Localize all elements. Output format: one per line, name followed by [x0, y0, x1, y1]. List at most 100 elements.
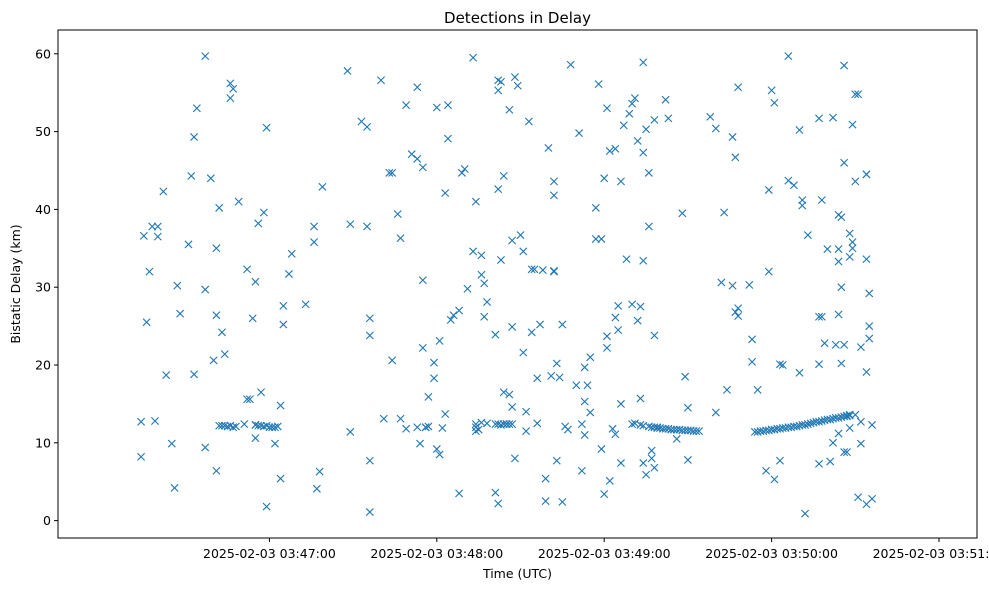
data-point [770, 475, 779, 484]
data-point [184, 240, 193, 249]
data-point [449, 311, 458, 320]
data-point [287, 249, 296, 258]
data-point [159, 187, 168, 196]
data-point [477, 251, 486, 260]
data-point [642, 125, 651, 134]
data-point [480, 279, 489, 288]
data-point [575, 129, 584, 138]
data-point [527, 328, 536, 337]
data-point [597, 234, 606, 243]
data-point [499, 388, 508, 397]
data-point [734, 311, 743, 320]
data-point [167, 439, 176, 448]
data-point [240, 420, 249, 429]
data-point [220, 350, 229, 359]
data-point [558, 320, 567, 329]
data-point [190, 370, 199, 379]
data-point [803, 231, 812, 240]
data-point [678, 209, 687, 218]
data-point [388, 168, 397, 177]
data-point [483, 297, 492, 306]
data-point [215, 203, 224, 212]
data-point [644, 168, 653, 177]
data-point [301, 300, 310, 309]
data-point [432, 445, 441, 454]
data-point [817, 196, 826, 205]
data-point [446, 315, 455, 324]
data-point [614, 326, 623, 334]
data-point [343, 66, 352, 75]
data-point [254, 219, 263, 228]
data-point [270, 439, 279, 448]
data-point [801, 509, 810, 518]
data-point [619, 121, 628, 130]
data-point [413, 154, 422, 163]
data-point [628, 99, 637, 108]
data-point [201, 285, 210, 294]
data-point [530, 265, 539, 274]
data-point [669, 425, 678, 434]
data-point [494, 86, 503, 95]
data-point [854, 90, 863, 99]
data-point [745, 280, 754, 289]
data-point [720, 208, 729, 217]
data-point [430, 374, 438, 383]
y-tick-label: 10 [35, 435, 51, 450]
data-point [611, 430, 620, 439]
data-point [527, 265, 536, 274]
data-point [483, 419, 492, 428]
data-point [762, 466, 771, 475]
data-point [443, 134, 452, 143]
y-tick-label: 60 [35, 46, 51, 61]
data-point [650, 463, 659, 472]
data-point [229, 423, 238, 432]
data-point [524, 117, 533, 126]
data-point [499, 420, 508, 429]
data-point [424, 422, 433, 431]
data-point [817, 312, 826, 321]
data-point [496, 255, 505, 264]
data-point [868, 494, 877, 503]
data-point [628, 300, 637, 309]
data-point [226, 79, 235, 88]
data-point [538, 266, 547, 275]
data-point [510, 454, 519, 463]
data-point [577, 420, 586, 429]
data-point [212, 311, 221, 320]
data-point [848, 244, 857, 253]
data-point [667, 425, 676, 434]
data-point [413, 423, 422, 432]
data-point [251, 434, 260, 443]
data-point [728, 281, 737, 290]
data-point [508, 322, 517, 331]
data-point [795, 368, 804, 377]
data-point [259, 208, 268, 217]
data-point [650, 115, 659, 124]
data-point [455, 306, 464, 315]
data-point [770, 98, 779, 107]
data-point [837, 213, 846, 222]
data-point [457, 168, 466, 177]
data-point [153, 222, 162, 231]
data-point [234, 197, 243, 206]
data-point [767, 86, 776, 95]
data-point [580, 431, 589, 440]
data-point [837, 283, 846, 292]
data-point [407, 150, 416, 159]
data-point [692, 427, 701, 436]
data-point [363, 222, 372, 231]
data-point [217, 328, 226, 337]
data-point [192, 104, 201, 113]
data-point [315, 467, 324, 476]
data-point [276, 474, 285, 483]
data-point [491, 488, 500, 497]
data-point [616, 459, 625, 468]
data-point [851, 410, 860, 419]
data-point [661, 95, 670, 104]
data-point [795, 126, 804, 135]
data-point [220, 421, 229, 430]
y-tick-label: 30 [35, 280, 51, 295]
data-point [848, 238, 857, 247]
data-point [555, 373, 564, 382]
data-point [831, 340, 840, 349]
